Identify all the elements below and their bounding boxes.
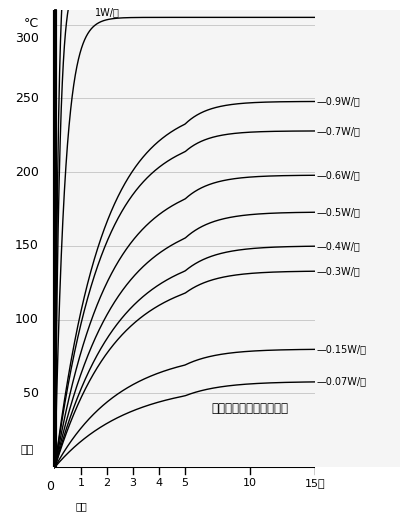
Text: —0.15W/㎠: —0.15W/㎠ xyxy=(317,344,367,354)
Text: 15分: 15分 xyxy=(305,478,325,488)
Text: 50: 50 xyxy=(22,387,38,400)
Text: 1: 1 xyxy=(78,478,84,488)
Text: 温度: 温度 xyxy=(21,445,34,455)
Text: 2: 2 xyxy=(104,478,110,488)
Text: 100: 100 xyxy=(15,313,38,326)
Text: 時間: 時間 xyxy=(75,501,87,511)
Text: 空気中における表面温度: 空気中における表面温度 xyxy=(212,401,288,415)
Text: —0.7W/㎠: —0.7W/㎠ xyxy=(317,126,360,136)
Text: —0.3W/㎠: —0.3W/㎠ xyxy=(317,266,360,276)
Text: 0: 0 xyxy=(46,480,54,494)
Text: 4: 4 xyxy=(156,478,162,488)
Text: 200: 200 xyxy=(15,166,38,179)
Text: —0.4W/㎠: —0.4W/㎠ xyxy=(317,241,360,251)
Text: 300: 300 xyxy=(15,32,38,45)
Text: 3: 3 xyxy=(130,478,136,488)
Text: —0.07W/㎠: —0.07W/㎠ xyxy=(317,376,367,387)
Text: 1W/㎠: 1W/㎠ xyxy=(95,8,120,17)
Text: °C: °C xyxy=(23,17,38,30)
Text: —0.6W/㎠: —0.6W/㎠ xyxy=(317,170,360,180)
Text: 150: 150 xyxy=(15,240,38,252)
Text: 10: 10 xyxy=(243,478,257,488)
Text: —0.9W/㎠: —0.9W/㎠ xyxy=(317,96,360,106)
Text: —0.5W/㎠: —0.5W/㎠ xyxy=(317,207,360,217)
Text: 5: 5 xyxy=(182,478,188,488)
Text: 250: 250 xyxy=(15,92,38,105)
